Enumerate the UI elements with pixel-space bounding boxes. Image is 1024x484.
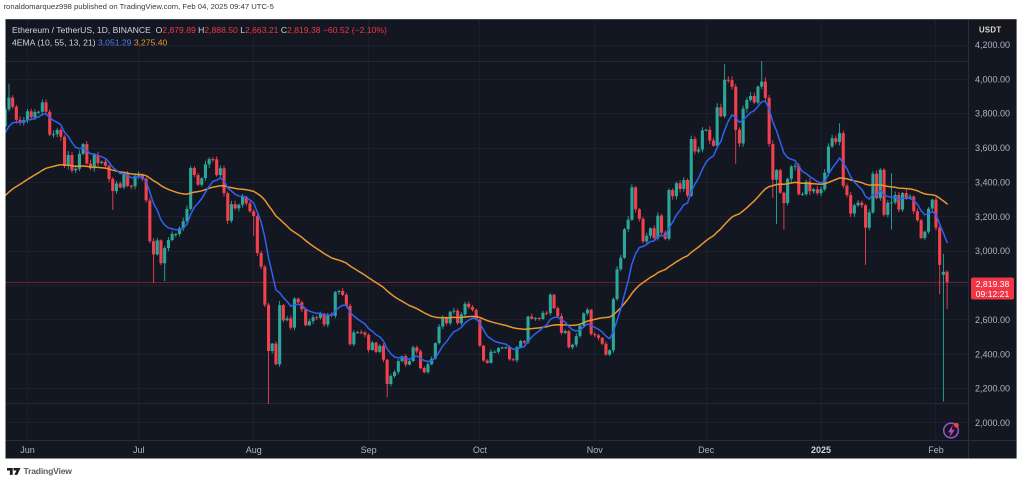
svg-text:Jul: Jul [133,445,145,455]
svg-text:3,600.00: 3,600.00 [975,143,1010,153]
svg-text:2,819.38: 2,819.38 [976,279,1010,289]
svg-text:4EMA (10, 55, 13, 21) 3,051.29: 4EMA (10, 55, 13, 21) 3,051.29 3,275.40 [12,38,168,48]
svg-text:4,000.00: 4,000.00 [975,74,1010,84]
svg-text:Sep: Sep [361,445,377,455]
svg-text:USDT: USDT [979,26,1001,35]
svg-text:Dec: Dec [698,445,715,455]
svg-text:2,200.00: 2,200.00 [975,384,1010,394]
svg-text:Feb: Feb [928,445,944,455]
svg-text:3,400.00: 3,400.00 [975,178,1010,188]
svg-text:Oct: Oct [473,445,488,455]
svg-text:Nov: Nov [587,445,604,455]
svg-text:Jun: Jun [20,445,35,455]
svg-text:4,200.00: 4,200.00 [975,40,1010,50]
svg-text:2,600.00: 2,600.00 [975,315,1010,325]
svg-text:2,000.00: 2,000.00 [975,418,1010,428]
svg-text:3,800.00: 3,800.00 [975,109,1010,119]
svg-text:Aug: Aug [246,445,262,455]
svg-text:3,200.00: 3,200.00 [975,212,1010,222]
svg-text:2025: 2025 [811,445,831,455]
svg-text:09:12:21: 09:12:21 [976,289,1010,299]
svg-text:3,000.00: 3,000.00 [975,246,1010,256]
svg-text:2,400.00: 2,400.00 [975,349,1010,359]
svg-text:Ethereum / TetherUS, 1D, BINAN: Ethereum / TetherUS, 1D, BINANCE O2,879.… [12,25,387,35]
